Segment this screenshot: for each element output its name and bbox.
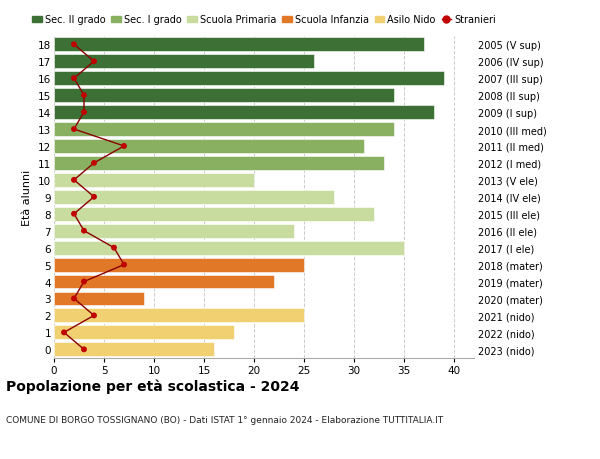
Point xyxy=(109,245,119,252)
Point xyxy=(69,211,79,218)
Point xyxy=(59,329,69,336)
Bar xyxy=(54,241,404,255)
Point xyxy=(89,58,99,66)
Point xyxy=(79,278,89,285)
Text: COMUNE DI BORGO TOSSIGNANO (BO) - Dati ISTAT 1° gennaio 2024 - Elaborazione TUTT: COMUNE DI BORGO TOSSIGNANO (BO) - Dati I… xyxy=(6,415,443,425)
Bar xyxy=(54,55,314,69)
Bar xyxy=(54,72,444,86)
Point xyxy=(69,41,79,49)
Bar xyxy=(54,89,394,103)
Point xyxy=(119,261,129,269)
Point xyxy=(69,295,79,302)
Bar xyxy=(54,106,434,120)
Bar xyxy=(54,207,374,221)
Point xyxy=(89,160,99,167)
Bar xyxy=(54,309,304,323)
Bar xyxy=(54,258,304,272)
Point xyxy=(79,92,89,100)
Bar xyxy=(54,174,254,187)
Text: Popolazione per età scolastica - 2024: Popolazione per età scolastica - 2024 xyxy=(6,379,299,393)
Bar xyxy=(54,140,364,154)
Legend: Sec. II grado, Sec. I grado, Scuola Primaria, Scuola Infanzia, Asilo Nido, Stran: Sec. II grado, Sec. I grado, Scuola Prim… xyxy=(32,16,496,25)
Bar xyxy=(54,157,384,170)
Point xyxy=(69,177,79,184)
Y-axis label: Età alunni: Età alunni xyxy=(22,169,32,225)
Bar xyxy=(54,342,214,357)
Point xyxy=(119,143,129,150)
Point xyxy=(79,109,89,117)
Point xyxy=(79,228,89,235)
Point xyxy=(69,75,79,83)
Bar xyxy=(54,275,274,289)
Bar xyxy=(54,38,424,52)
Point xyxy=(69,126,79,134)
Bar xyxy=(54,190,334,204)
Point xyxy=(89,312,99,319)
Bar xyxy=(54,292,144,306)
Bar xyxy=(54,326,234,340)
Point xyxy=(79,346,89,353)
Bar xyxy=(54,123,394,137)
Bar xyxy=(54,224,294,238)
Point xyxy=(89,194,99,201)
